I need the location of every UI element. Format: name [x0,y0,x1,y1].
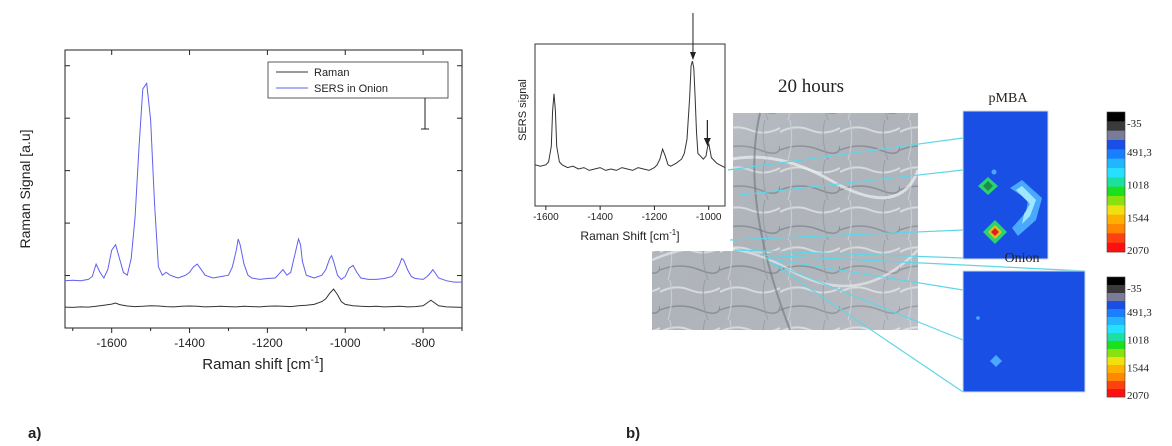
arrow-head-1 [689,52,696,60]
scale-swatch [1107,140,1125,150]
inset-x-tick-label: -1600 [533,212,559,223]
scale-swatch [1107,205,1125,215]
series-line-sers [64,82,462,283]
x-tick-label: -1200 [252,336,283,350]
inset-series [534,60,726,171]
scale-swatch [1107,158,1125,169]
scale-swatch [1107,242,1125,253]
legend-label-sers: SERS in Onion [314,83,388,95]
scale-swatch [1107,365,1125,374]
scale-swatch [1107,381,1125,390]
connector-lines [727,137,1086,393]
legend: Raman SERS in Onion [267,61,449,99]
scale-label: 1544 [1127,362,1150,374]
scale-label: -35 [1127,283,1142,295]
heatmap-pmba [962,110,1049,260]
scale-swatch [1107,309,1125,318]
scale-label: 2070 [1127,390,1150,402]
scale-label: 2070 [1127,245,1150,257]
y-axis-label: Raman Signal [a.u] [17,129,33,248]
inset-x-tick-label: -1000 [696,212,722,223]
scale-swatch [1107,112,1125,122]
map-pmba-title: pMBA [989,91,1029,106]
plot-a-series [64,82,463,308]
scale-swatch [1107,357,1125,366]
panel-b-label: b) [626,425,640,442]
scale-swatch [1107,177,1125,187]
scale-swatch [1107,349,1125,358]
inset-x-tick-label: -1200 [642,212,668,223]
scale-swatch [1107,317,1125,326]
scale-label: -35 [1127,118,1142,130]
color-scale-onion: -35 491,3 1018 1544 2070 [1106,276,1152,402]
scale-label: 1018 [1127,335,1150,347]
time-label: 20 hours [778,76,844,97]
inset-x-tick-label: -1400 [587,212,613,223]
inset-x-label: Raman Shift [cm-1] [580,228,679,243]
scale-swatch [1107,121,1125,131]
hotspot-3 [1010,180,1042,236]
inset-chart: -1600 -1400 -1200 -1000 SERS signal Raman S… [517,13,726,243]
scale-frame [1106,276,1126,398]
scale-swatch [1107,149,1125,159]
inset-series-line [534,60,726,171]
x-tick-label: -1600 [96,336,127,350]
onion-hotspot [990,355,1002,367]
inset-arrows [689,13,711,146]
scale-swatch [1107,301,1125,310]
scale-swatch [1107,224,1125,234]
scale-label: 1018 [1127,180,1150,192]
map-onion-title: Onion [1005,251,1040,266]
plot-a-ticks: -1600 -1400 -1200 -1000 -800 [65,50,463,350]
scale-swatch [1107,214,1125,225]
plot-a-frame [64,49,463,329]
scale-label: 491,3 [1127,307,1152,319]
scale-swatch [1107,168,1125,178]
inset-frame [534,43,726,207]
scale-swatch [1107,325,1125,334]
scale-label: 1544 [1127,212,1150,224]
x-tick-label: -1400 [174,336,205,350]
scale-swatch [1107,389,1125,398]
x-tick-label: -800 [411,336,435,350]
color-scale-pmba: -35 491,3 1018 1544 2070 [1106,111,1152,257]
panel-a-label: a) [28,425,41,442]
x-tick-label: -1000 [330,336,361,350]
panel-b: 20 hours -1600 -1400 -1200 -1000 SERS signa… [511,13,1152,442]
legend-box [267,61,449,99]
panel-a: -1600 -1400 -1200 -1000 -800 Raman SERS in O… [17,49,463,442]
x-axis-label: Raman shift [cm-1] [202,355,323,373]
scale-swatch [1107,285,1125,294]
inset-y-label: SERS signal [517,79,529,141]
heatmap-onion [962,270,1086,393]
scale-swatch [1107,293,1125,302]
scale-swatch [1107,233,1125,243]
scale-swatch [1107,373,1125,382]
scale-swatch [1107,130,1125,141]
series-line-raman [64,288,463,308]
scale-label: 491,3 [1127,147,1152,159]
legend-label-raman: Raman [314,67,349,79]
scale-swatch [1107,333,1125,342]
scale-swatch [1107,277,1125,286]
scale-swatch [1107,196,1125,206]
inset-ticks: -1600 -1400 -1200 -1000 [533,206,722,223]
scale-swatch [1107,341,1125,350]
arrow-head-2 [703,138,711,146]
scale-frame [1106,111,1126,253]
scale-swatch [1107,186,1125,197]
